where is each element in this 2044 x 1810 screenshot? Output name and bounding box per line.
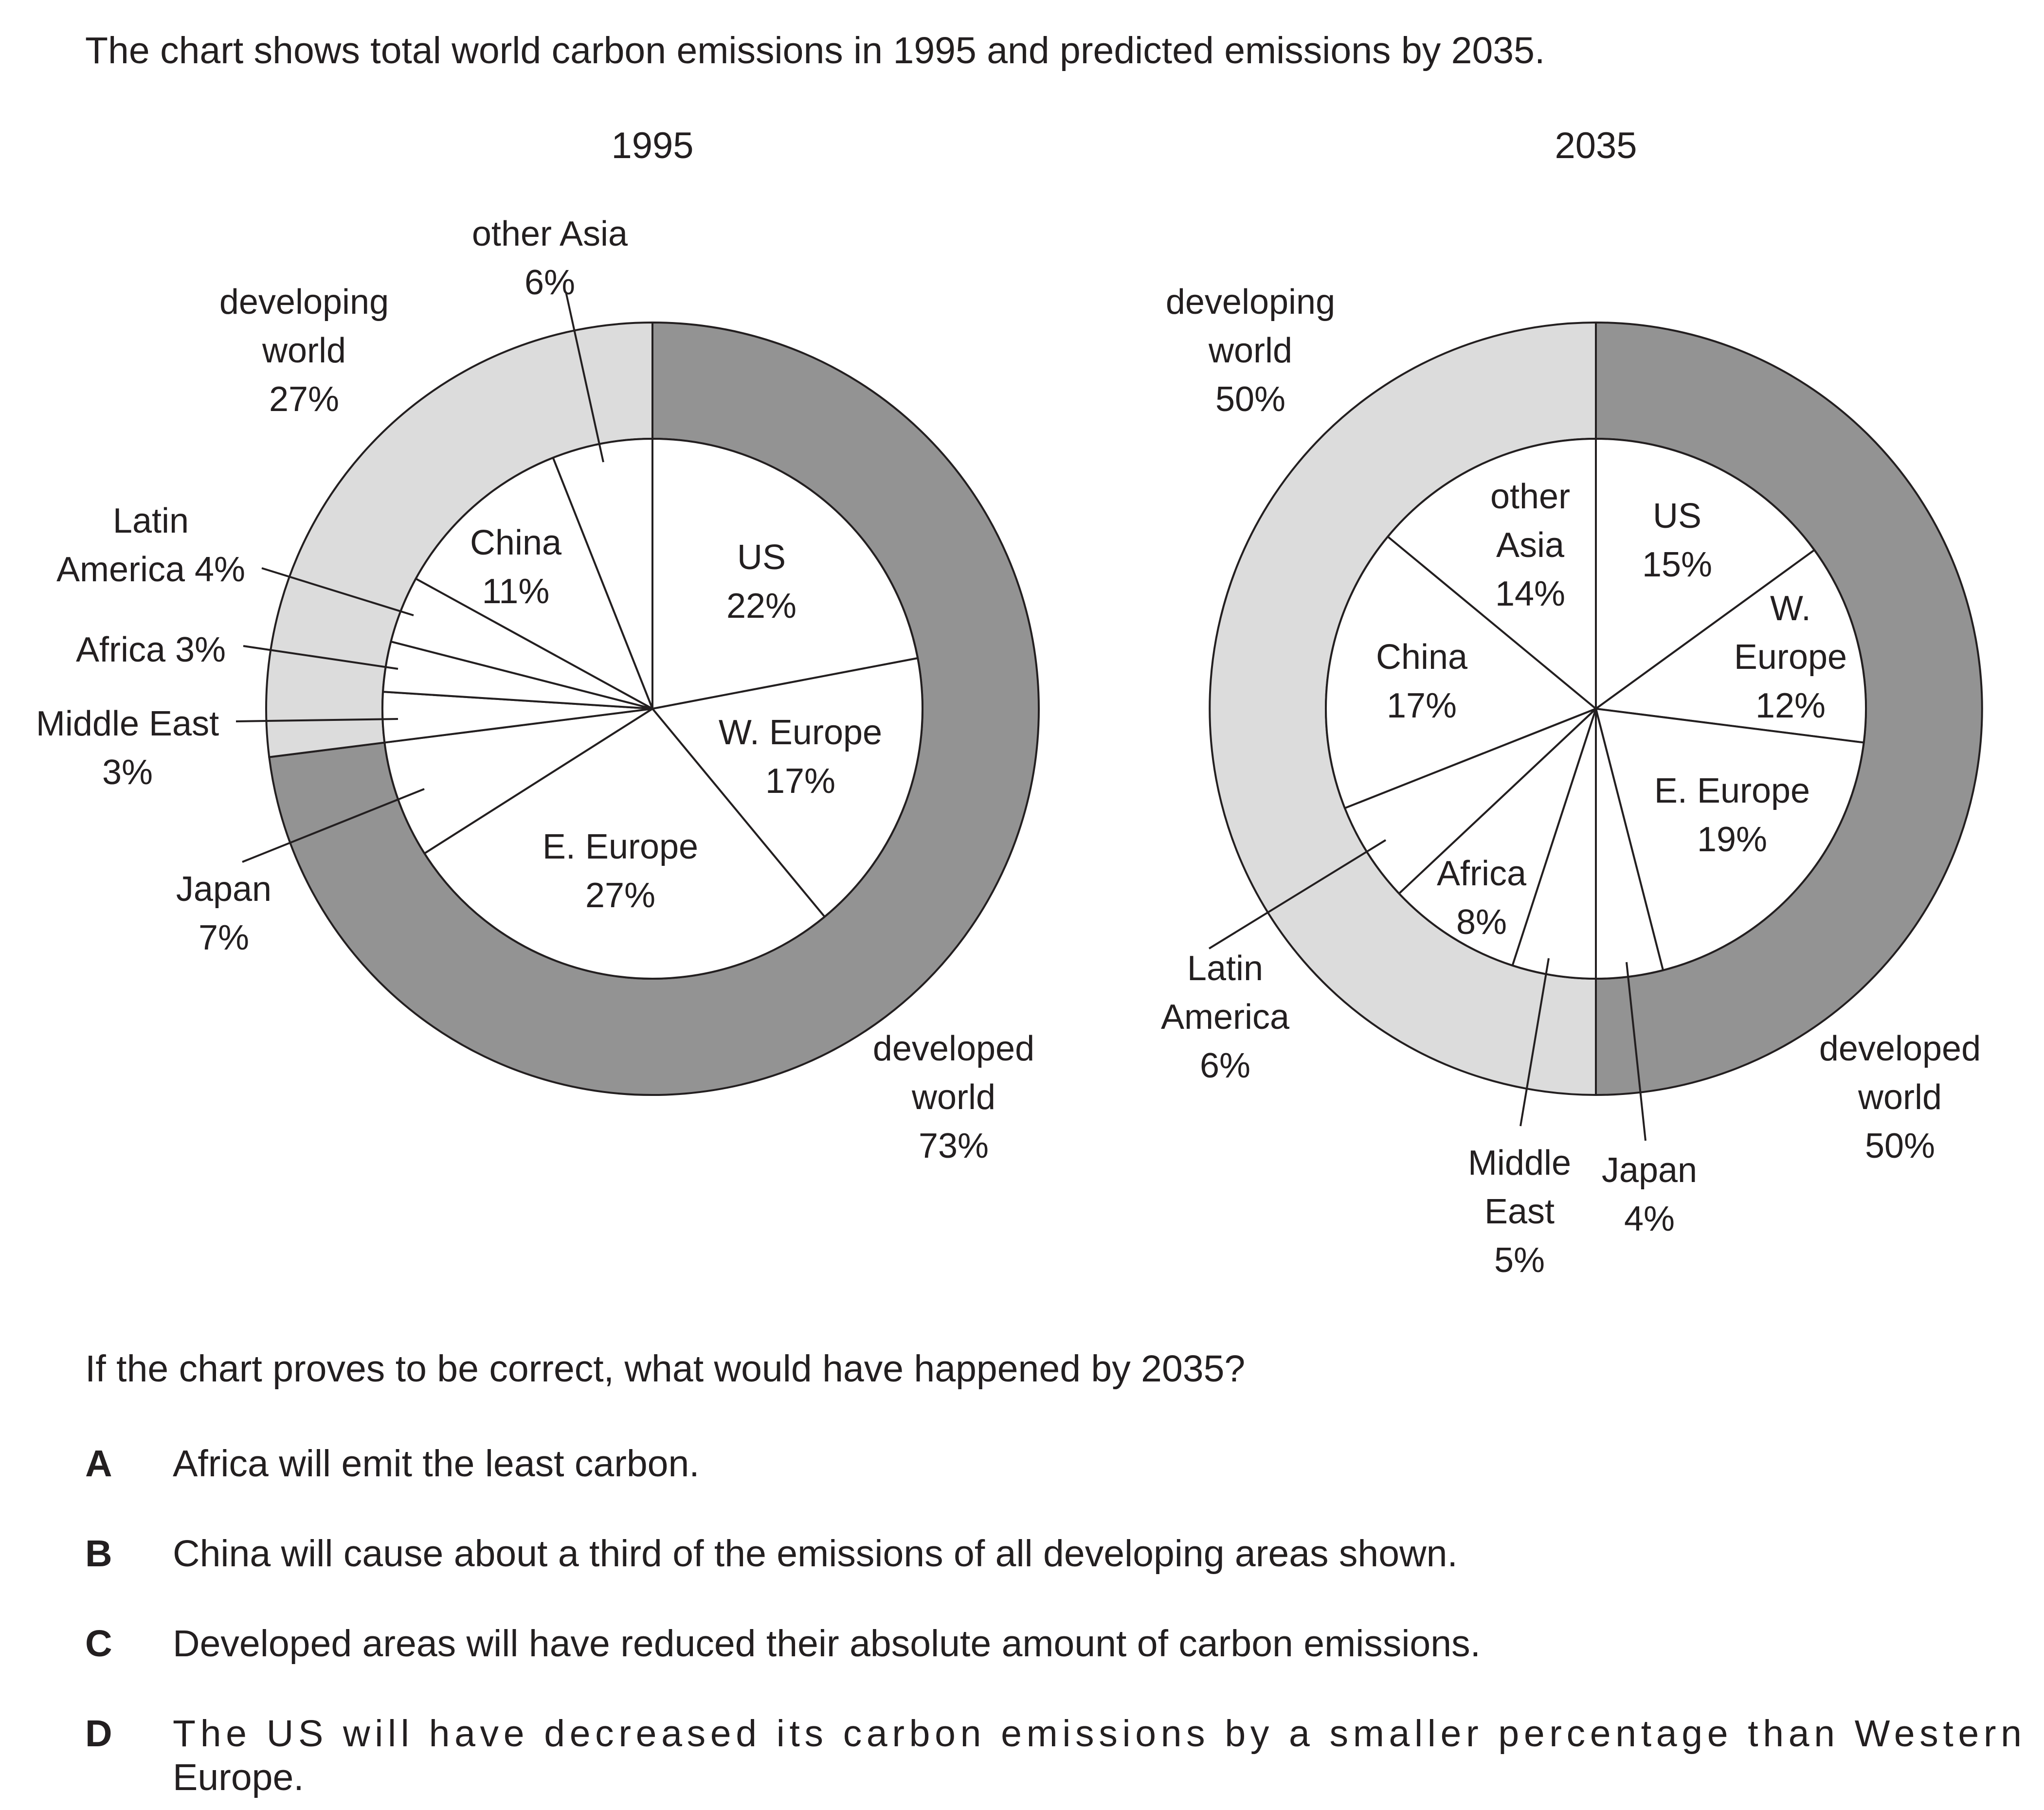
ring-label-developed-world: developed world 50% [1819, 1029, 1981, 1165]
question-text: If the chart proves to be correct, what … [85, 1348, 1245, 1390]
ring-label-developing-world: developing world 27% [219, 283, 389, 419]
slice-label-latin-america: Latin America 6% [1161, 949, 1290, 1085]
ring-label-developing-world: developing world 50% [1166, 283, 1335, 419]
option-text-c: Developed areas will have reduced their … [173, 1623, 1481, 1665]
slice-label-middle-east: Middle East 3% [36, 704, 219, 792]
slice-label-other-asia: other Asia 6% [472, 215, 628, 302]
chart-1995: developed world 73%developing world 27%US 22%… [36, 215, 1039, 1165]
chart-2035: developed world 50%developing world 50%US 15%… [1161, 283, 1982, 1280]
slice-label-latin-america: Latin America 4% [56, 502, 245, 589]
slice-label-japan: Japan 7% [176, 870, 271, 957]
slice-label-other-asia: other Asia 14% [1490, 477, 1570, 613]
intro-text: The chart shows total world carbon emiss… [85, 30, 1545, 72]
option-letter-a: A [85, 1443, 112, 1485]
option-letter-c: C [85, 1623, 112, 1665]
option-text-b: China will cause about a third of the em… [173, 1533, 1458, 1575]
slice-label-japan: Japan 4% [1602, 1151, 1697, 1238]
option-text-d: The US will have decreased its carbon em… [173, 1713, 2022, 1755]
chart-2035-title: 2035 [1555, 125, 1637, 166]
option-text-a: Africa will emit the least carbon. [173, 1443, 700, 1485]
slice-label-africa: Africa 3% [76, 630, 226, 669]
slice-label-middle-east: Middle East 5% [1468, 1144, 1571, 1280]
answer-options: A Africa will emit the least carbon. B Chin… [85, 1443, 2022, 1798]
chart-1995-title: 1995 [611, 125, 693, 166]
option-letter-d: D [85, 1713, 112, 1755]
option-letter-b: B [85, 1533, 112, 1575]
ring-label-developed-world: developed world 73% [873, 1029, 1034, 1165]
option-text-d-line-2: Europe. [173, 1756, 304, 1798]
